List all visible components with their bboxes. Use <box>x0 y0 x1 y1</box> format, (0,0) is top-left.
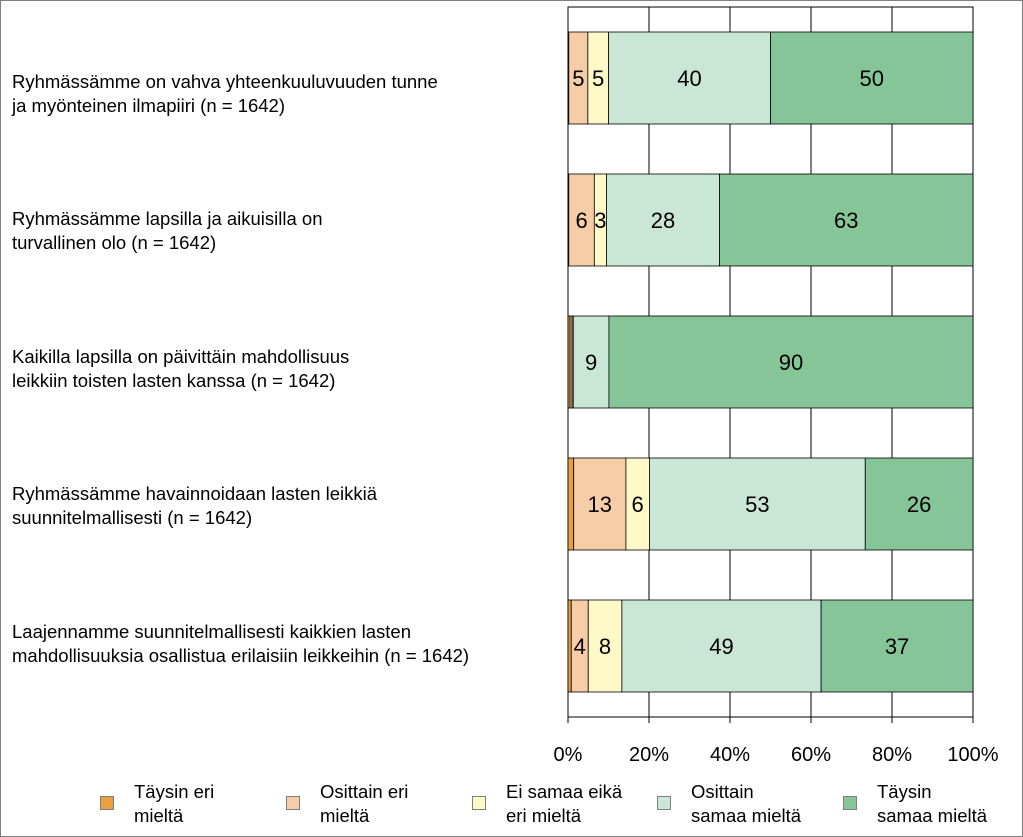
tick-label: 60% <box>791 744 831 766</box>
tick-label: 0% <box>554 744 583 766</box>
category-label: Ryhmässämme havainnoidaan lasten leikkiä… <box>12 483 378 528</box>
bar-segment <box>608 31 771 125</box>
legend-label: Osittain eri mieltä <box>320 781 409 826</box>
data-label: 13 <box>588 492 612 517</box>
bar-segment <box>820 599 974 693</box>
data-label: 28 <box>651 208 675 233</box>
bar-segment <box>568 173 595 267</box>
bar-segment <box>606 173 720 267</box>
legend-label: Täysin eri mieltä <box>134 781 215 826</box>
legend-swatch <box>843 796 857 810</box>
category-label: Laajennamme suunnitelmallisesti kaikkien… <box>12 621 470 666</box>
bar-segment <box>572 315 610 409</box>
bar-segment <box>608 315 974 409</box>
data-label: 40 <box>677 66 701 91</box>
data-label: 53 <box>745 492 769 517</box>
category-label: Ryhmässämme on vahva yhteenkuuluvuuden t… <box>12 71 438 116</box>
bar-segment <box>621 599 822 693</box>
tick-label: 80% <box>872 744 912 766</box>
category-label: Ryhmässämme lapsilla ja aikuisilla on tu… <box>12 208 323 253</box>
data-label: 5 <box>592 66 604 91</box>
legend-swatch <box>472 796 486 810</box>
legend-label: Ei samaa eikä eri mieltä <box>506 781 623 826</box>
tick-label: 40% <box>710 744 750 766</box>
bar-segment <box>719 173 974 267</box>
data-label: 63 <box>834 208 858 233</box>
legend-label: Täysin samaa mieltä <box>877 781 988 826</box>
data-label: 4 <box>574 634 586 659</box>
data-label: 49 <box>709 634 733 659</box>
data-label: 3 <box>594 208 606 233</box>
data-label: 6 <box>575 208 587 233</box>
bar-segment <box>770 31 974 125</box>
legend-swatch <box>100 796 114 810</box>
data-label: 26 <box>907 492 931 517</box>
legend-label: Osittain samaa mieltä <box>691 781 802 826</box>
legend-swatch <box>286 796 300 810</box>
bar-segment <box>864 457 974 551</box>
bar-segment <box>567 457 575 551</box>
data-label: 50 <box>860 66 884 91</box>
legend-swatch <box>657 796 671 810</box>
data-label: 8 <box>599 634 611 659</box>
bar-segment <box>567 599 572 693</box>
data-label: 37 <box>885 634 909 659</box>
data-label: 5 <box>572 66 584 91</box>
category-label: Kaikilla lapsilla on päivittäin mahdolli… <box>12 346 350 391</box>
tick-label: 20% <box>629 744 669 766</box>
data-label: 9 <box>585 350 597 375</box>
data-label: 6 <box>632 492 644 517</box>
bar-segment <box>649 457 866 551</box>
data-label: 90 <box>779 350 803 375</box>
tick-label: 100% <box>947 744 998 766</box>
